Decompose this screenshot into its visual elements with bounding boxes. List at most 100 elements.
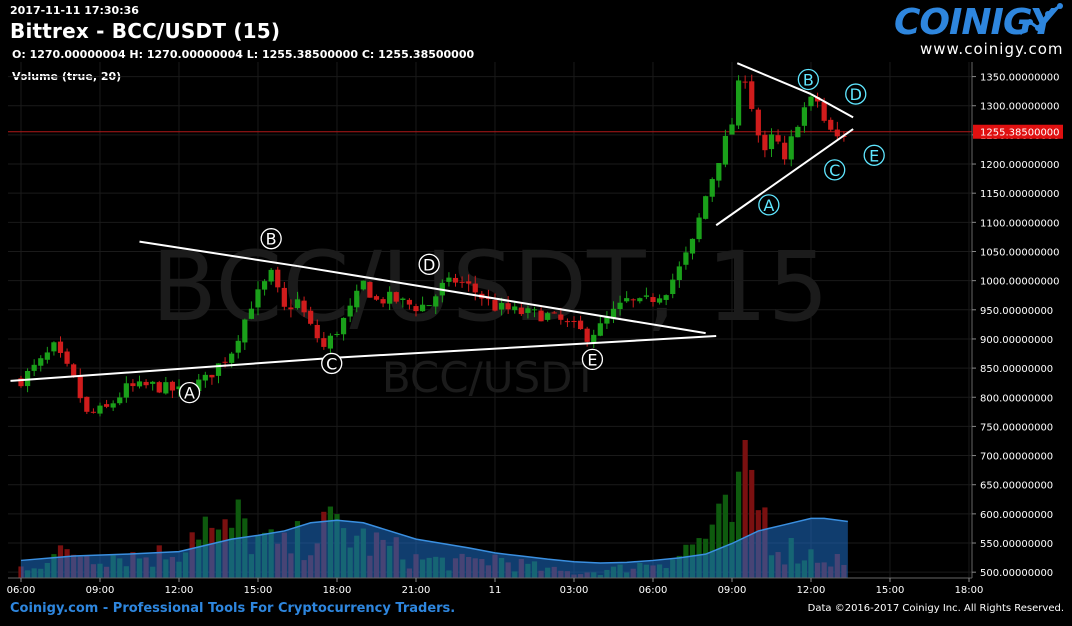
volume-bar (722, 494, 729, 578)
candle-body (354, 290, 360, 308)
x-tick-label: 15:00 (876, 585, 905, 596)
candle-body (110, 403, 116, 408)
trendlines (10, 62, 854, 382)
candle-body (242, 319, 248, 343)
candle-body (380, 299, 386, 304)
y-tick-label: 950.00000000 (980, 306, 1053, 317)
candle-body (617, 302, 623, 310)
candle-body (782, 142, 788, 160)
candle-body (676, 266, 682, 280)
candle-body (742, 81, 748, 83)
candle-body (670, 279, 676, 295)
candle-body (735, 80, 742, 126)
candle-body (834, 129, 840, 137)
candle-body (406, 299, 413, 305)
chart-timestamp: 2017-11-11 17:30:36 (10, 4, 139, 17)
candle-body (591, 334, 597, 343)
wave-label: E (869, 146, 879, 165)
candle-body (123, 383, 129, 398)
candle-body (340, 317, 347, 335)
candle-body (716, 163, 722, 181)
candle-body (762, 134, 768, 151)
y-tick-label: 750.00000000 (980, 422, 1053, 433)
candle-body (821, 101, 827, 121)
trendline (139, 240, 298, 268)
wave-label-circle (758, 194, 780, 216)
candle-body (709, 179, 715, 197)
candle-body (630, 299, 636, 301)
candle-body (90, 411, 97, 413)
y-tick-label: 700.00000000 (980, 452, 1053, 463)
wave-label-circle (178, 381, 201, 404)
wave-label: D (850, 85, 862, 104)
wave-label-circle (581, 348, 604, 371)
y-tick-label: 650.00000000 (980, 481, 1053, 492)
logo-url: www.coinigy.com (920, 40, 1064, 58)
candle-body (97, 405, 103, 414)
candle-body (643, 295, 650, 297)
candle-body (77, 376, 83, 399)
candle-body (222, 361, 228, 363)
candle-body (466, 281, 472, 284)
candle-body (689, 238, 696, 254)
candle-body (367, 282, 373, 298)
candle-body (393, 292, 399, 302)
candle-body (512, 306, 518, 311)
candle-body (84, 396, 90, 412)
candle-body (51, 342, 57, 352)
candle-body (235, 340, 241, 353)
wave-label: B (803, 70, 814, 89)
candle-body (31, 364, 37, 371)
candle-body (656, 298, 663, 303)
candle-body (169, 381, 176, 391)
trendline (810, 93, 854, 119)
candle-body (387, 291, 393, 304)
x-tick-label: 06:00 (639, 585, 668, 596)
rising-line-chart-icon (1018, 3, 1063, 35)
candle-body (321, 338, 327, 347)
candle-body (696, 217, 702, 240)
candle-body (308, 310, 314, 324)
candle-body (768, 134, 775, 150)
candle-body (38, 358, 44, 366)
coinigy-logo[interactable]: COINIGY www.coinigy.com (894, 2, 1064, 60)
candle-body (703, 196, 709, 219)
footer-tagline[interactable]: Coinigy.com - Professional Tools For Cry… (10, 601, 456, 616)
candle-body (584, 328, 590, 342)
candle-body (275, 269, 281, 288)
candle-body (558, 314, 564, 320)
candle-body (143, 381, 149, 386)
wave-label: B (266, 230, 277, 249)
candle-body (814, 97, 821, 102)
x-axis: 06:00 09:00 12:00 15:00 18:00 21:00 11 03:00 06:… (7, 577, 983, 596)
y-axis: 1350.000000001300.000000001250.000000001… (971, 62, 1060, 579)
x-tick-label: 03:00 (560, 585, 589, 596)
candle-body (117, 397, 123, 404)
wave-label-circle (797, 68, 820, 91)
candle-body (531, 309, 538, 311)
candle-body (545, 313, 551, 320)
candle-body (597, 323, 603, 336)
candle-body (413, 306, 419, 312)
volume-ma-area (21, 518, 848, 578)
candle-body (729, 124, 735, 135)
x-tick-label: 09:00 (718, 585, 747, 596)
x-tick-label: 21:00 (402, 585, 431, 596)
volume-moving-average (20, 517, 848, 578)
wave-label: C (829, 161, 840, 180)
candle-body (281, 287, 287, 307)
wave-labels: A B C D E A B C D E (178, 68, 885, 404)
wave-label: D (423, 255, 435, 274)
y-tick-label: 1300.00000000 (980, 102, 1060, 113)
candle-body (828, 119, 834, 130)
candle-body (202, 374, 208, 381)
candle-body (525, 308, 531, 313)
candle-body (788, 136, 794, 160)
candle-body (209, 374, 215, 378)
candle-body (373, 296, 380, 300)
candle-body (334, 334, 340, 336)
wave-label: A (184, 384, 195, 403)
candle-body (268, 269, 274, 282)
x-tick-label: 12:00 (165, 585, 194, 596)
